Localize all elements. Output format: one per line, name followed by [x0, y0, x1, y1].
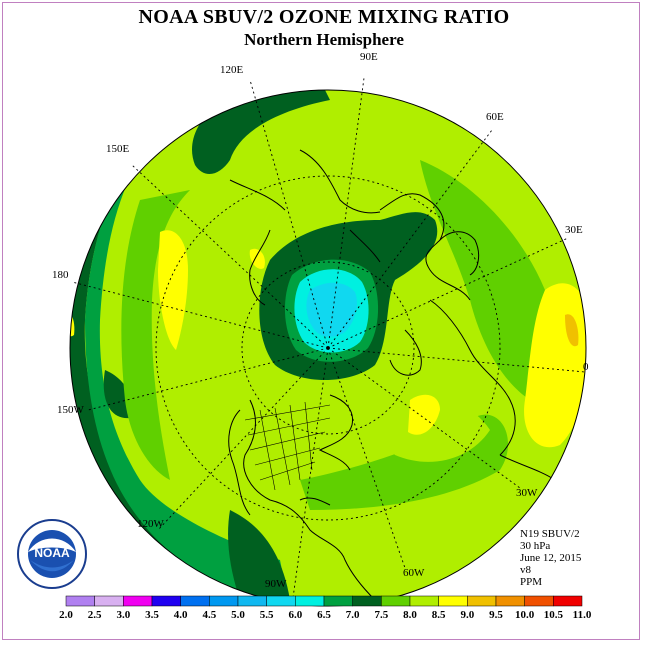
lon-label-120e: 120E — [220, 64, 244, 76]
colorbar-tick-label: 3.5 — [145, 609, 159, 621]
longitude-labels: 90E 60E 30E 0 30W 60W 90W 120W 150W 180 … — [52, 51, 589, 590]
colorbar-swatch — [495, 595, 525, 607]
colorbar-tick-label: 8.5 — [431, 609, 446, 621]
colorbar-tick-label: 7.5 — [374, 609, 389, 621]
lon-label-90w: 90W — [265, 578, 287, 590]
colorbar-tick-label: 6.0 — [288, 609, 303, 621]
info-level: 30 hPa — [520, 540, 551, 552]
colorbar-tick-label: 4.5 — [202, 609, 217, 621]
info-satellite: N19 SBUV/2 — [520, 528, 580, 540]
colorbar-tick-label: 5.0 — [231, 609, 245, 621]
noaa-logo-text: NOAA — [34, 546, 70, 560]
lon-label-0: 0 — [583, 361, 589, 373]
colorbar-swatch — [467, 595, 497, 607]
colorbar-tick-label: 3.0 — [116, 609, 131, 621]
map-title: NOAA SBUV/2 OZONE MIXING RATIO — [138, 6, 510, 28]
info-version: v8 — [520, 564, 531, 576]
colorbar-swatch — [123, 595, 153, 607]
colorbar-swatch — [323, 595, 353, 607]
colorbar-tick-label: 6.5 — [317, 609, 331, 621]
colorbar-tick-label: 10.5 — [543, 609, 563, 621]
colorbar-swatch — [266, 595, 296, 607]
colorbar-tick-label: 8.0 — [403, 609, 417, 621]
noaa-logo: NOAA — [17, 519, 87, 589]
lon-label-30w: 30W — [516, 487, 538, 499]
colorbar-tick-label: 2.0 — [59, 609, 73, 621]
ozone-field — [70, 90, 586, 606]
colorbar-swatch — [180, 595, 210, 607]
colorbar-tick-label: 7.0 — [345, 609, 360, 621]
lon-label-180: 180 — [52, 269, 69, 281]
colorbar-swatch — [553, 595, 583, 607]
colorbar-swatch — [295, 595, 325, 607]
colorbar-swatch — [65, 595, 95, 607]
figure-frame — [2, 2, 640, 640]
colorbar-labels: 2.0 2.5 3.0 3.5 4.0 4.5 5.0 5.5 6.0 6.5 7.0 7.5 8.0 8… — [0, 609, 648, 623]
map-subtitle: Northern Hemisphere — [244, 30, 404, 49]
info-date: June 12, 2015 — [520, 552, 582, 564]
colorbar-tick-label: 2.5 — [87, 609, 102, 621]
colorbar-swatch — [381, 595, 411, 607]
colorbar-swatch — [409, 595, 439, 607]
colorbar-tick-label: 10.0 — [515, 609, 535, 621]
colorbar-tick-label: 5.5 — [259, 609, 274, 621]
lon-label-150w: 150W — [57, 404, 85, 416]
lon-label-90e: 90E — [360, 51, 378, 63]
colorbar-tick-label: 4.0 — [173, 609, 188, 621]
colorbar-tick-label: 9.0 — [460, 609, 475, 621]
lon-label-30e: 30E — [565, 224, 583, 236]
colorbar-swatch — [237, 595, 267, 607]
state-boundaries — [244, 401, 331, 491]
coastlines — [228, 149, 556, 601]
colorbar-swatch — [352, 595, 382, 607]
colorbar-swatch — [94, 595, 124, 607]
colorbar — [65, 595, 583, 607]
lon-label-60w: 60W — [403, 567, 425, 579]
info-units: PPM — [520, 576, 543, 588]
colorbar-swatch — [524, 595, 554, 607]
colorbar-tick-label: 11.0 — [572, 609, 592, 621]
colorbar-swatch — [151, 595, 181, 607]
colorbar-swatch — [209, 595, 239, 607]
graticule — [71, 77, 586, 606]
lon-label-150e: 150E — [106, 143, 130, 155]
colorbar-swatch — [438, 595, 468, 607]
lon-label-60e: 60E — [486, 111, 504, 123]
lon-label-120w: 120W — [137, 518, 165, 530]
colorbar-tick-label: 9.5 — [489, 609, 503, 621]
